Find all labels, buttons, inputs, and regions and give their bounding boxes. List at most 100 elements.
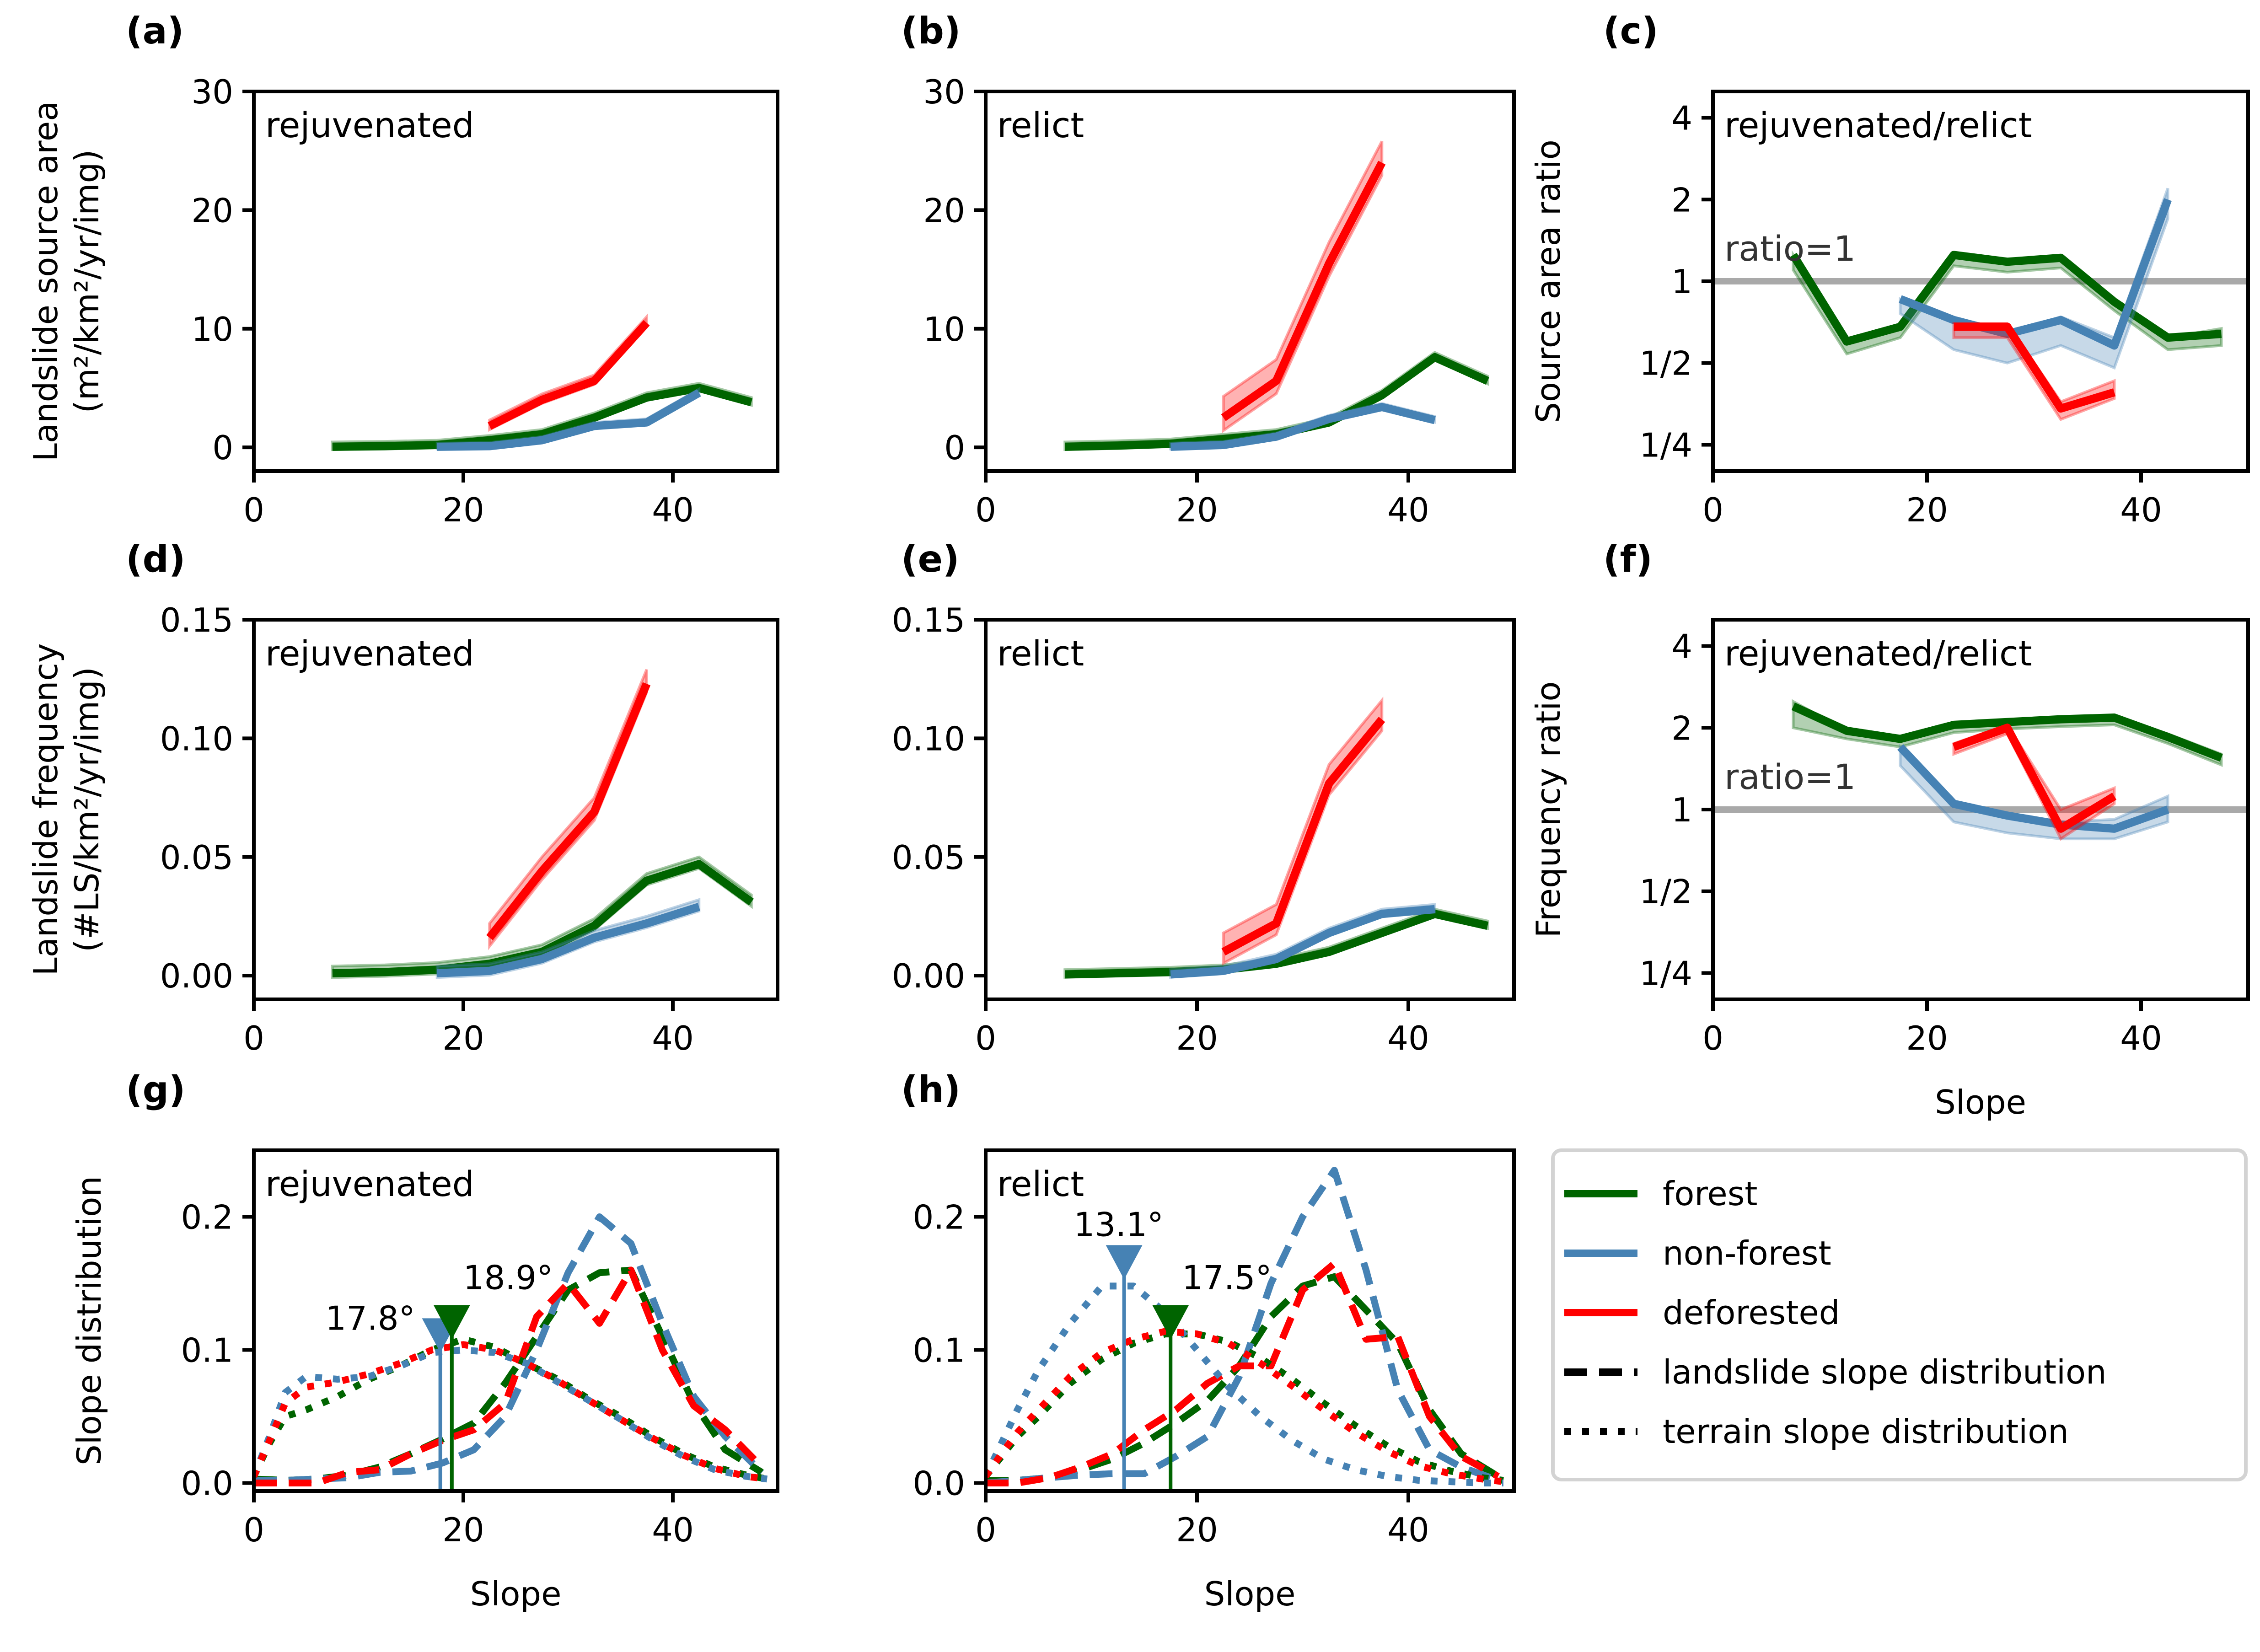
panel-letter: (e)	[901, 538, 959, 580]
axes-frame	[984, 618, 1516, 1001]
x-tick-label: 0	[1702, 1019, 1723, 1057]
x-tick-label: 0	[243, 1511, 264, 1549]
panel-e: (e) relict 0 20 40 0.00 0.05 0.10 0.15	[892, 538, 1516, 1057]
x-tick-label: 40	[2120, 491, 2162, 529]
y-tick-label: 0.15	[160, 601, 233, 639]
panel-letter: (g)	[126, 1068, 185, 1111]
panel-letter: (b)	[901, 10, 961, 52]
series-line-deforested	[1221, 717, 1385, 956]
series-line-forest-terrain	[986, 1330, 1504, 1484]
y-axis-title-units: (#LS/km²/yr/img)	[68, 667, 106, 952]
median-label: 17.5°	[1182, 1258, 1272, 1297]
panel-b: (b) relict 0 20 40 0 10 20 30	[901, 10, 1516, 529]
band-deforested	[1222, 140, 1384, 434]
plot-area	[331, 313, 753, 451]
y-tick-label: 0.00	[160, 957, 233, 995]
series-line-non-forest-landslide	[254, 1213, 764, 1484]
x-axis-title: Slope	[470, 1575, 562, 1613]
plot-area	[1063, 697, 1489, 979]
panel-note: rejuvenated/relict	[1724, 105, 2032, 145]
panel-c: (c) rejuvenated/relict ratio=1 0 20 40 1/4 1/2 1…	[1529, 10, 2250, 529]
y-tick-label: 4	[1671, 628, 1692, 666]
series-line-non-forest	[437, 903, 700, 977]
panel-note: relict	[997, 633, 1084, 674]
plot-area	[254, 1213, 768, 1487]
y-axis-title: Source area ratio	[1529, 139, 1568, 423]
axes-frame	[984, 1148, 1516, 1493]
x-tick-label: 0	[975, 491, 996, 529]
panel-g: (g) 17.8° 18.9° rejuvenated 0 20 40 0.0 0.1 0.2 Sl…	[70, 1068, 779, 1613]
y-tick-label: 4	[1671, 99, 1692, 138]
x-tick-label: 20	[1176, 491, 1218, 529]
x-tick-label: 40	[652, 1511, 694, 1549]
series-line-non-forest	[1899, 198, 2172, 350]
series-line-forest-terrain	[254, 1336, 768, 1483]
x-tick-label: 40	[1387, 491, 1429, 529]
median-marker-non-forest	[1106, 1245, 1143, 1280]
x-tick-label: 20	[1906, 491, 1948, 529]
y-tick-label: 0.1	[181, 1331, 233, 1370]
x-tick-label: 0	[975, 1511, 996, 1549]
median-label: 18.9°	[463, 1258, 553, 1297]
y-tick-label: 1/2	[1639, 873, 1692, 911]
legend-label: forest	[1663, 1175, 1757, 1213]
x-tick-label: 40	[2120, 1019, 2162, 1057]
panel-letter: (h)	[901, 1068, 961, 1111]
y-tick-label: 0.05	[892, 838, 965, 877]
y-tick-label: 20	[923, 191, 965, 230]
axes-frame	[252, 90, 779, 473]
median-marker-forest	[1152, 1305, 1189, 1340]
series-line-deforested	[1221, 161, 1386, 421]
series-line-deforested	[1954, 322, 2116, 413]
panel-letter: (c)	[1603, 10, 1659, 52]
panel-d: (d) rejuvenated 0 20 40 0.00 0.05 0.10 0.15 Lands…	[27, 538, 779, 1057]
panel-note: rejuvenated	[265, 633, 474, 674]
panel-note: rejuvenated	[265, 1164, 474, 1204]
series-line-forest	[332, 860, 754, 977]
y-axis-title: Slope distribution	[70, 1176, 108, 1465]
plot-area	[1063, 140, 1489, 451]
ratio-note: ratio=1	[1724, 228, 1856, 269]
panel-letter: (d)	[126, 538, 185, 580]
y-tick-label: 1/4	[1639, 954, 1692, 992]
panel-a: (a) rejuvenated 0 20 40 0 10 20 30 Landslide sour…	[27, 10, 779, 529]
series-line-non-forest-terrain	[254, 1346, 768, 1483]
x-tick-label: 0	[1702, 491, 1723, 529]
series-line-forest	[1065, 910, 1489, 979]
series-line-deforested	[1952, 724, 2117, 833]
x-tick-label: 20	[442, 1511, 484, 1549]
x-tick-label: 0	[243, 1019, 264, 1057]
plot-area	[331, 669, 754, 979]
y-tick-label: 2	[1671, 709, 1692, 747]
series-line-non-forest	[1170, 905, 1435, 979]
series-line-non-forest	[437, 389, 701, 451]
y-axis-title: Landslide source area	[27, 101, 65, 462]
y-tick-label: 0.10	[160, 719, 233, 758]
panel-note: rejuvenated/relict	[1724, 633, 2032, 674]
x-tick-label: 0	[243, 491, 264, 529]
series-line-deforested	[486, 682, 651, 940]
panel-letter: (f)	[1603, 538, 1653, 580]
x-tick-label: 40	[652, 491, 694, 529]
y-tick-label: 0.00	[892, 957, 965, 995]
legend-label: non-forest	[1663, 1234, 1831, 1272]
x-tick-label: 20	[1176, 1511, 1218, 1549]
series-line-non-forest	[1897, 744, 2169, 833]
y-tick-label: 0.2	[181, 1198, 233, 1237]
legend-label: terrain slope distribution	[1663, 1412, 2069, 1451]
y-tick-label: 1	[1671, 263, 1692, 301]
series-line-forest	[1789, 251, 2222, 346]
y-tick-label: 30	[191, 73, 233, 111]
legend-frame	[1551, 1148, 2248, 1481]
x-tick-label: 0	[975, 1019, 996, 1057]
plot-area	[1713, 188, 2248, 421]
x-tick-label: 20	[1906, 1019, 1948, 1057]
median-label: 13.1°	[1074, 1205, 1164, 1244]
series-line-non-forest	[1170, 402, 1436, 451]
x-tick-label: 40	[1387, 1511, 1429, 1549]
x-axis-title: Slope	[1935, 1083, 2026, 1121]
y-tick-label: 10	[923, 310, 965, 349]
axes-frame	[252, 1148, 779, 1493]
panel-note: rejuvenated	[265, 105, 474, 145]
